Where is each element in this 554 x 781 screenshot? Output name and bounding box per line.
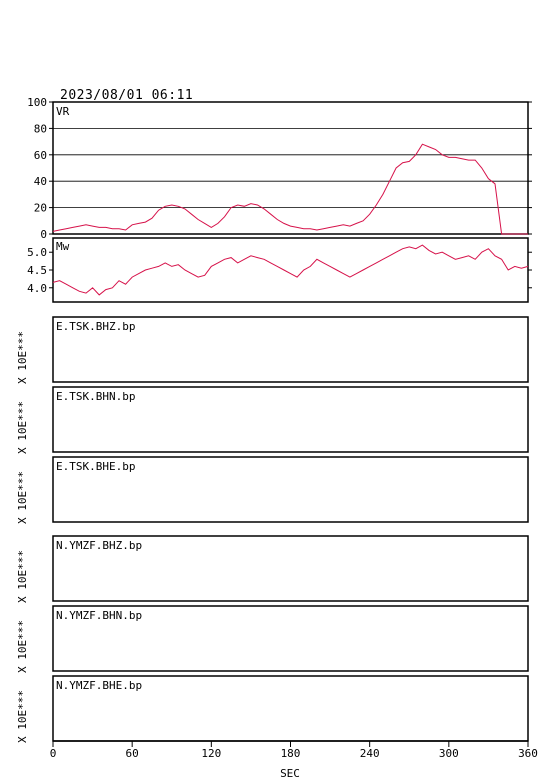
x-tick-label: 240 [360, 747, 380, 760]
y-tick-label: 0 [40, 228, 47, 241]
y-tick-label: 100 [27, 96, 47, 109]
waveform-label: E.TSK.BHE.bp [56, 460, 135, 473]
waveform-frame [52, 316, 529, 383]
waveform-frame [52, 456, 529, 523]
datetime-label: 2023/08/01 06:11 [60, 88, 193, 103]
mw-panel: Mw 4.0 4.5 5.0 [27, 237, 532, 303]
vr-grid [53, 127, 528, 209]
amplitude-label: X 10E*** [16, 690, 29, 743]
y-tick-label: 4.0 [27, 282, 47, 295]
waveform-frame [52, 386, 529, 453]
amplitude-label: X 10E*** [16, 471, 29, 524]
x-tick-label: 300 [439, 747, 459, 760]
waveform-label: E.TSK.BHN.bp [56, 390, 135, 403]
vr-label: VR [56, 105, 70, 118]
waveform-frame [52, 535, 529, 602]
vr-panel: VR 0 20 40 60 80 100 [27, 96, 532, 241]
waveform-label: N.YMZF.BHN.bp [56, 609, 142, 622]
waveform-frame [52, 605, 529, 672]
mw-label: Mw [56, 240, 70, 253]
waveform-label: N.YMZF.BHE.bp [56, 679, 142, 692]
waveform-label: N.YMZF.BHZ.bp [56, 539, 142, 552]
y-tick-label: 80 [34, 122, 47, 135]
y-tick-label: 5.0 [27, 246, 47, 259]
amplitude-label: X 10E*** [16, 550, 29, 603]
x-ticks: 0 60 120 180 240 300 360 [50, 741, 538, 760]
waveform-panels: E.TSK.BHZ.bp X 10E*** E.TSK.BHN.bp X 10E***… [16, 316, 529, 743]
x-tick-label: 360 [518, 747, 538, 760]
x-tick-label: 60 [126, 747, 139, 760]
x-tick-label: 180 [281, 747, 301, 760]
amplitude-label: X 10E*** [16, 401, 29, 454]
mw-y-ticks: 4.0 4.5 5.0 [27, 246, 532, 295]
waveform-label: E.TSK.BHZ.bp [56, 320, 135, 333]
y-tick-label: 4.5 [27, 264, 47, 277]
y-tick-label: 40 [34, 175, 47, 188]
x-axis-label: SEC [280, 767, 300, 780]
vr-y-ticks: 0 20 40 60 80 100 [27, 96, 532, 241]
mw-frame [52, 237, 529, 303]
mw-series-line [52, 244, 529, 296]
x-axis: 0 60 120 180 240 300 360 SEC [50, 740, 538, 780]
y-tick-label: 20 [34, 202, 47, 215]
vr-series-line [52, 143, 528, 235]
vr-frame [52, 101, 529, 235]
amplitude-label: X 10E*** [16, 620, 29, 673]
x-tick-label: 0 [50, 747, 57, 760]
y-tick-label: 60 [34, 149, 47, 162]
amplitude-label: X 10E*** [16, 331, 29, 384]
x-tick-label: 120 [201, 747, 221, 760]
